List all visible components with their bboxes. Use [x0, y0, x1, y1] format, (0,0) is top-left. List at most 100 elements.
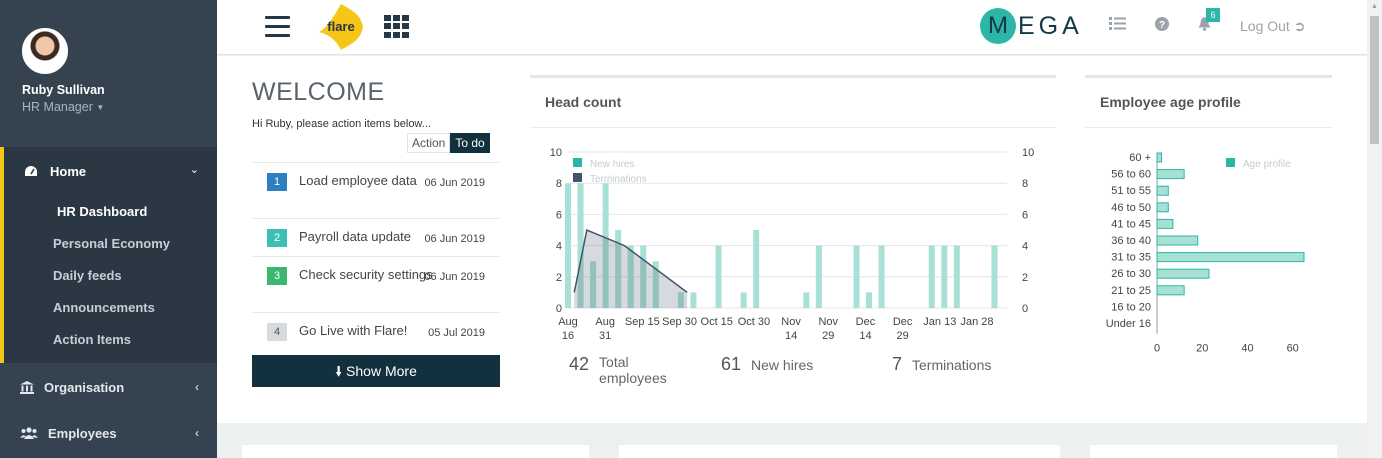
y-tick-label: 10 [550, 147, 562, 159]
age-bar [1156, 235, 1199, 246]
mega-brand-logo: M EGA [980, 8, 1083, 44]
age-bar [1156, 185, 1169, 196]
sidebar-item-organisation[interactable]: Organisation ‹ [0, 364, 217, 410]
category-label: 60 + [1129, 152, 1151, 164]
sidebar-home-section: Home ⌄ HR Dashboard Personal Economy Dai… [0, 147, 217, 363]
user-name: Ruby Sullivan [22, 83, 105, 97]
logout-link[interactable]: Log Out ➲ [1240, 18, 1305, 35]
headcount-title: Head count [530, 78, 1056, 128]
stat-total-label: Total employees [599, 354, 667, 386]
todo-text: Load employee data [299, 173, 417, 188]
todo-item[interactable]: 3 Check security settings 06 Jun 2019 [252, 256, 500, 312]
avatar[interactable] [22, 28, 68, 74]
chevron-down-icon[interactable]: ⌄ [189, 164, 199, 176]
todo-date: 06 Jun 2019 [424, 271, 485, 283]
terminations-line [573, 228, 688, 294]
user-role-dropdown[interactable]: HR Manager ▼ [22, 100, 217, 114]
x-tick-label: Nov [818, 316, 838, 328]
list-icon[interactable] [1109, 17, 1126, 33]
todo-item[interactable]: 2 Payroll data update 06 Jun 2019 [252, 218, 500, 256]
category-label: 21 to 25 [1111, 285, 1151, 297]
category-label: 46 to 50 [1111, 202, 1151, 214]
user-profile: Ruby Sullivan HR Manager ▼ [0, 0, 217, 147]
hamburger-menu-icon[interactable] [265, 16, 290, 37]
x-tick-label: Oct 15 [701, 316, 733, 328]
flare-logo[interactable]: flare [317, 4, 365, 50]
age-bar [1156, 218, 1174, 229]
todo-number: 2 [267, 229, 287, 247]
new-hires-bar [853, 245, 860, 308]
toggle-action[interactable]: Action [407, 133, 451, 153]
category-label: 31 to 35 [1111, 252, 1151, 264]
sidebar-item-employees[interactable]: Employees ‹ [0, 410, 217, 456]
new-hires-bar [602, 183, 609, 308]
age-profile-chart: 60 + 56 to 60 51 to 55 46 to 50 41 to 45 36 t… [1106, 152, 1305, 355]
todo-date: 06 Jun 2019 [424, 177, 485, 189]
sidebar-item-home-label: Home [50, 163, 87, 179]
x-tick-label: Sep 15 [625, 316, 660, 328]
x-tick-label: 31 [599, 330, 611, 342]
category-label: 16 to 20 [1111, 301, 1151, 313]
sign-out-icon: ➲ [1293, 18, 1306, 34]
todo-text: Go Live with Flare! [299, 323, 408, 338]
apps-grid-icon[interactable] [384, 15, 410, 38]
x-tick-label: Nov [781, 316, 801, 328]
welcome-title: WELCOME [252, 78, 385, 106]
sidebar-item-action-items[interactable]: Action Items [53, 331, 132, 347]
age-bar [1156, 285, 1185, 296]
todo-number: 4 [267, 323, 287, 341]
y2-tick-label: 8 [1022, 178, 1028, 190]
new-hires-bar [590, 261, 597, 308]
x-tick-label: 14 [785, 330, 797, 342]
scroll-up-icon[interactable]: ▲ [1371, 3, 1378, 10]
chevron-left-icon: ‹ [195, 380, 199, 394]
sidebar-item-announcements[interactable]: Announcements [53, 299, 155, 315]
todo-item[interactable]: 1 Load employee data 06 Jun 2019 [252, 162, 500, 218]
notification-badge: 6 [1206, 8, 1220, 22]
svg-text:?: ? [1159, 20, 1165, 31]
show-more-button[interactable]: 🠛 Show More [252, 355, 500, 387]
sidebar-item-home[interactable]: Home [4, 147, 217, 195]
help-icon[interactable]: ? [1155, 17, 1169, 34]
x-tick-label: Dec [856, 316, 876, 328]
todo-text: Payroll data update [299, 229, 412, 244]
y2-tick-label: 6 [1022, 209, 1028, 221]
user-role: HR Manager [22, 100, 93, 114]
category-label: 26 to 30 [1111, 268, 1151, 280]
new-hires-bar [627, 245, 634, 308]
sidebar-item-personal-economy[interactable]: Personal Economy [53, 235, 171, 251]
x-tick-label: Oct 30 [738, 316, 770, 328]
age-profile-card: Employee age profile 60 + 56 to 60 51 to 5… [1085, 75, 1332, 405]
age-bar [1156, 169, 1185, 180]
new-hires-bar [615, 230, 622, 308]
todo-text: Check security settings [299, 267, 433, 282]
flare-logo-shape [319, 4, 363, 50]
legend-label-new-hires: New hires [590, 159, 634, 170]
todo-date: 06 Jun 2019 [424, 233, 485, 245]
welcome-subtitle: Hi Ruby, please action items below... [252, 118, 431, 130]
sidebar-item-daily-feeds[interactable]: Daily feeds [53, 267, 122, 283]
category-label: 51 to 55 [1111, 185, 1151, 197]
x-tick-label: 14 [859, 330, 871, 342]
todo-item[interactable]: 4 Go Live with Flare! 05 Jul 2019 [252, 312, 500, 350]
x-tick-label: 29 [897, 330, 909, 342]
todo-list: 1 Load employee data 06 Jun 2019 2 Payroll… [252, 162, 500, 350]
new-hires-bar [690, 292, 697, 308]
scrollbar-thumb[interactable] [1370, 16, 1379, 144]
chevron-left-icon: ‹ [195, 426, 199, 440]
x-tick-label: Dec [893, 316, 913, 328]
y2-tick-label: 2 [1022, 272, 1028, 284]
bottom-panel [619, 445, 1060, 458]
sidebar-item-hr-dashboard[interactable]: HR Dashboard [57, 203, 148, 219]
new-hires-bar [652, 261, 659, 308]
age-bar [1156, 252, 1305, 263]
new-hires-bar [740, 292, 747, 308]
bottom-panel [1090, 445, 1337, 458]
page-scrollbar[interactable]: ▲ [1367, 0, 1382, 458]
action-todo-toggle: Action To do [407, 133, 490, 153]
toggle-todo[interactable]: To do [450, 133, 490, 153]
bottom-panel [242, 445, 589, 458]
stat-term-label: Terminations [912, 357, 992, 373]
new-hires-bar [640, 245, 647, 308]
x-tick-label: Jan 13 [923, 316, 956, 328]
